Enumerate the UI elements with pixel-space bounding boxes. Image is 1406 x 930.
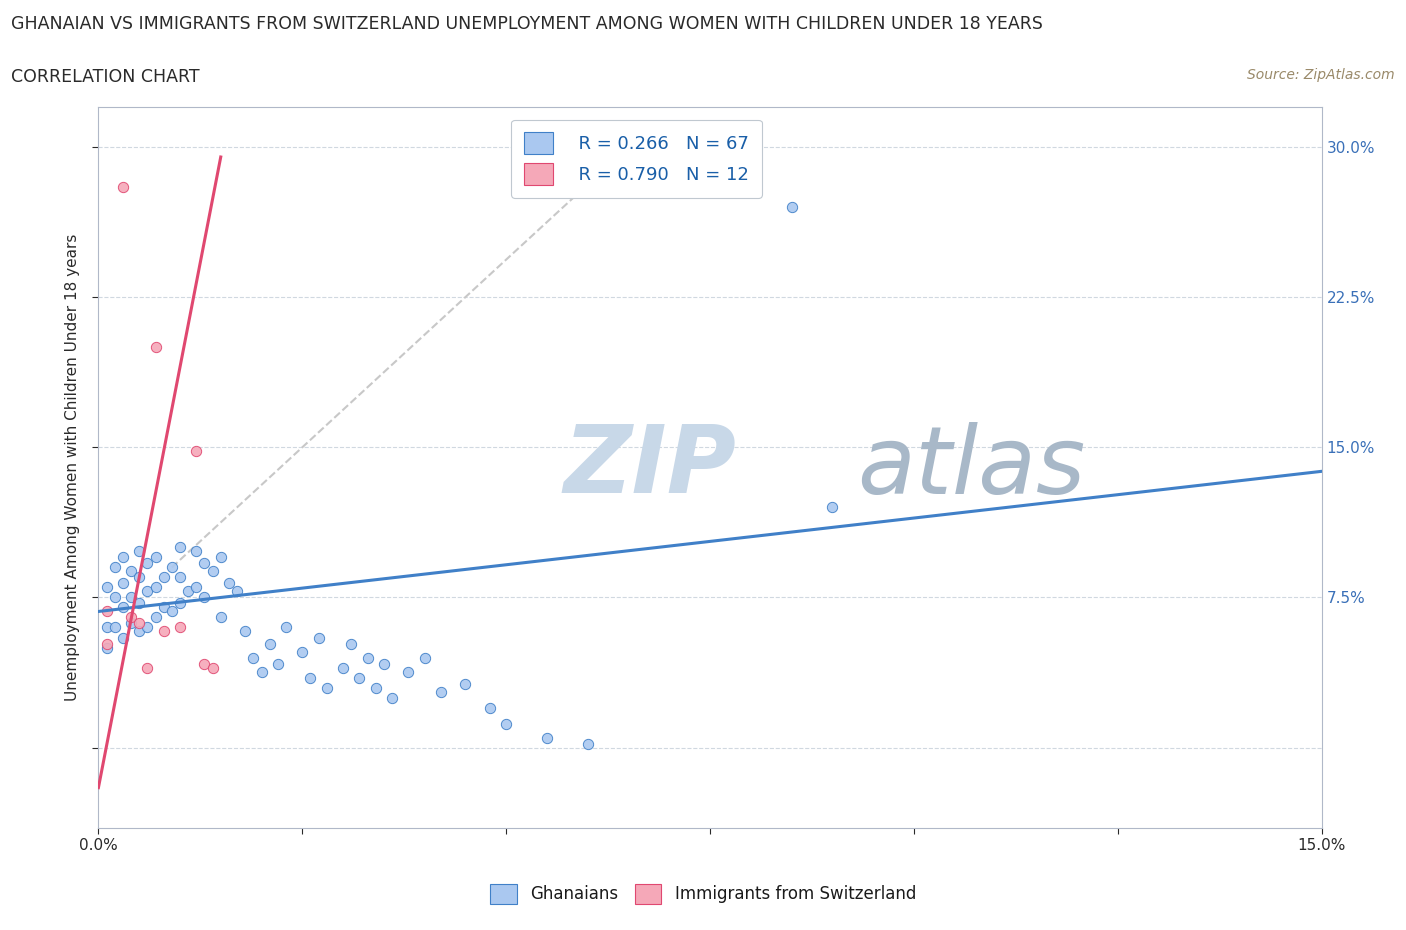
Point [128,544,150,559]
Point [209,550,232,565]
Point [299,671,322,685]
Point [120,590,142,604]
Text: Source: ZipAtlas.com: Source: ZipAtlas.com [1247,69,1395,83]
Point [136,556,159,571]
Y-axis label: Unemployment Among Women with Children Under 18 years: Unemployment Among Women with Children U… [65,233,80,701]
Point [120,610,142,625]
Point [169,540,191,555]
Point [201,564,224,578]
Point [373,656,395,671]
Point [177,584,200,599]
Legend:   R = 0.266   N = 67,   R = 0.790   N = 12: R = 0.266 N = 67, R = 0.790 N = 12 [512,120,762,198]
Point [152,600,174,615]
Point [160,560,183,575]
Point [430,684,453,699]
Point [136,584,159,599]
Point [96,580,118,595]
Point [536,730,558,745]
Point [250,664,273,679]
Point [478,700,501,715]
Point [226,584,249,599]
Text: ZIP: ZIP [564,421,737,513]
Point [152,570,174,585]
Point [364,680,387,695]
Point [186,444,208,458]
Point [454,676,477,691]
Point [128,596,150,611]
Point [315,680,337,695]
Point [821,500,844,515]
Point [193,590,215,604]
Point [96,620,118,635]
Point [152,624,174,639]
Point [267,656,290,671]
Point [128,624,150,639]
Point [340,636,363,651]
Text: GHANAIAN VS IMMIGRANTS FROM SWITZERLAND UNEMPLOYMENT AMONG WOMEN WITH CHILDREN U: GHANAIAN VS IMMIGRANTS FROM SWITZERLAND … [11,15,1043,33]
Point [111,179,134,194]
Point [145,580,167,595]
Point [96,636,118,651]
Point [96,604,118,619]
Point [233,624,256,639]
Point [201,660,224,675]
Point [186,580,208,595]
Point [96,640,118,655]
Point [145,339,167,354]
Point [274,620,297,635]
Point [128,616,150,631]
Point [576,737,599,751]
Point [308,630,330,644]
Point [104,590,127,604]
Point [128,570,150,585]
Point [136,620,159,635]
Point [111,576,134,591]
Point [169,596,191,611]
Point [169,570,191,585]
Point [104,560,127,575]
Point [193,656,215,671]
Point [120,564,142,578]
Point [160,604,183,619]
Text: CORRELATION CHART: CORRELATION CHART [11,69,200,86]
Point [349,671,371,685]
Point [111,550,134,565]
Point [381,690,404,705]
Point [111,600,134,615]
Point [193,556,215,571]
Point [104,620,127,635]
Point [169,620,191,635]
Text: atlas: atlas [856,422,1085,512]
Point [259,636,281,651]
Point [186,544,208,559]
Point [120,616,142,631]
Point [111,630,134,644]
Point [396,664,419,679]
Point [495,716,517,731]
Point [209,610,232,625]
Legend: Ghanaians, Immigrants from Switzerland: Ghanaians, Immigrants from Switzerland [482,875,924,912]
Point [145,610,167,625]
Point [291,644,314,659]
Point [218,576,240,591]
Point [242,650,264,665]
Point [356,650,378,665]
Point [413,650,436,665]
Point [145,550,167,565]
Point [136,660,159,675]
Point [780,200,803,215]
Point [332,660,354,675]
